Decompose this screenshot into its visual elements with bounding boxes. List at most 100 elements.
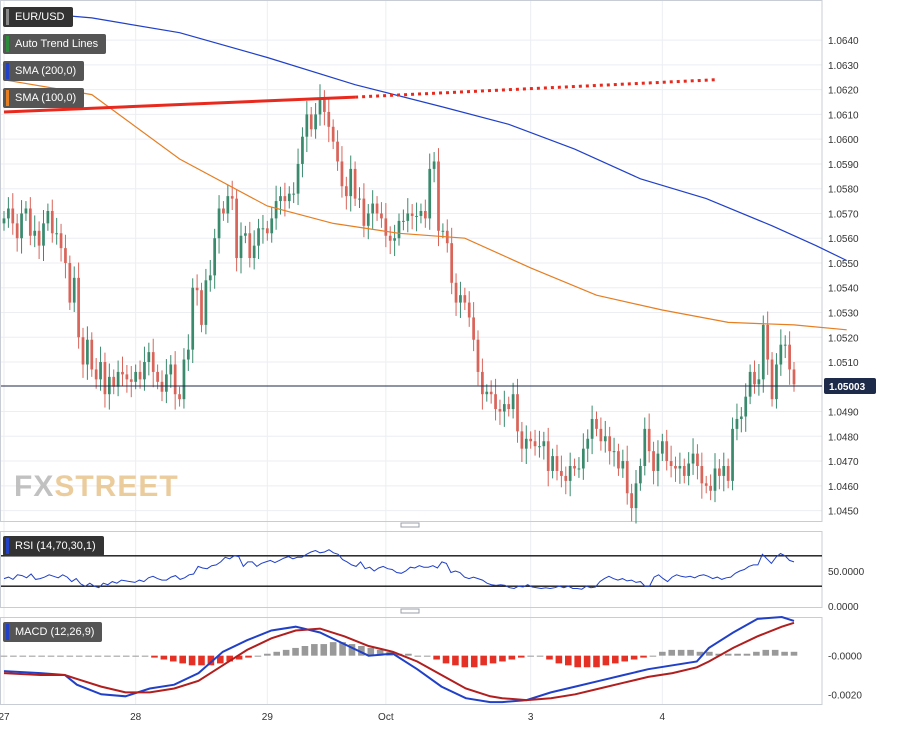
panel-frame-macd bbox=[0, 617, 823, 705]
candle-body bbox=[643, 428, 647, 467]
macd-histogram-bar bbox=[546, 655, 553, 660]
candle-body bbox=[665, 441, 669, 462]
macd-histogram-bar bbox=[245, 655, 252, 658]
legend-trend-label: Auto Trend Lines bbox=[15, 38, 99, 50]
candle-body bbox=[222, 208, 225, 214]
macd-histogram-bar bbox=[47, 655, 55, 657]
legend-symbol-swatch bbox=[6, 9, 9, 25]
candle-body bbox=[555, 456, 559, 471]
candle-body bbox=[463, 295, 467, 303]
candle-body bbox=[261, 228, 265, 230]
macd-histogram-bar bbox=[461, 655, 469, 668]
candle-body bbox=[713, 468, 717, 491]
candle-body bbox=[94, 369, 98, 380]
candle-body bbox=[542, 441, 546, 447]
macd-histogram-bar bbox=[198, 655, 205, 666]
macd-histogram-bar bbox=[329, 642, 337, 656]
candle-body bbox=[779, 344, 783, 365]
candle-body bbox=[375, 203, 379, 214]
candle-body bbox=[709, 485, 712, 491]
macd-histogram-bar bbox=[85, 655, 92, 657]
candle-body bbox=[524, 438, 528, 449]
legend-macd-swatch bbox=[6, 624, 9, 640]
candle-body bbox=[630, 493, 633, 509]
candle-body bbox=[735, 418, 739, 429]
candle-body bbox=[178, 394, 181, 400]
candle-body bbox=[270, 218, 274, 234]
candle-body bbox=[274, 201, 278, 219]
macd-histogram-bar bbox=[217, 655, 224, 664]
trend-line-solid bbox=[3, 95, 356, 114]
legend-sma-100[interactable]: SMA (100,0) bbox=[3, 88, 85, 108]
macd-histogram-bar bbox=[593, 655, 600, 668]
candle-body bbox=[533, 441, 537, 447]
main-y-tick-label: 1.0640 bbox=[828, 36, 859, 47]
legend-sma-200[interactable]: SMA (200,0) bbox=[3, 61, 85, 81]
legend-sma200-swatch bbox=[6, 63, 9, 79]
watermark-fx: FX bbox=[14, 470, 55, 503]
main-y-tick-label: 1.0560 bbox=[828, 234, 859, 245]
candle-body bbox=[647, 428, 651, 452]
candle-body bbox=[248, 233, 252, 259]
candle-body bbox=[55, 233, 59, 235]
candle-body bbox=[68, 262, 72, 303]
legend-macd[interactable]: MACD (12,26,9) bbox=[3, 622, 103, 642]
candle-body bbox=[24, 208, 28, 214]
x-tick-label: Oct bbox=[378, 712, 394, 723]
candle-body bbox=[459, 295, 462, 303]
legend-rsi[interactable]: RSI (14,70,30,1) bbox=[3, 536, 104, 556]
legend-auto-trend-lines[interactable]: Auto Trend Lines bbox=[3, 34, 107, 54]
macd-histogram-bar bbox=[781, 651, 788, 656]
candle-body bbox=[309, 114, 313, 130]
candle-body bbox=[340, 161, 344, 187]
macd-histogram-bar bbox=[677, 649, 685, 656]
candle-body bbox=[516, 394, 519, 432]
candle-body bbox=[410, 213, 414, 216]
panel-frame-main bbox=[0, 0, 823, 522]
candle-body bbox=[726, 466, 730, 481]
macd-histogram-bar bbox=[508, 655, 516, 660]
main-y-tick-label: 1.0520 bbox=[828, 333, 859, 344]
candle-body bbox=[625, 461, 629, 494]
candle-body bbox=[186, 349, 190, 360]
candle-body bbox=[33, 230, 37, 236]
candle-body bbox=[718, 468, 721, 476]
macd-histogram-bar bbox=[555, 655, 563, 664]
macd-histogram-bar bbox=[207, 655, 215, 666]
candle-body bbox=[393, 238, 396, 241]
macd-histogram-bar bbox=[433, 655, 440, 660]
candle-body bbox=[366, 213, 370, 226]
candle-body bbox=[731, 428, 734, 481]
candle-body bbox=[682, 466, 686, 476]
candle-body bbox=[138, 371, 142, 380]
legend-symbol[interactable]: EUR/USD bbox=[3, 7, 73, 27]
candle-body bbox=[244, 233, 247, 236]
candle-body bbox=[454, 282, 458, 303]
candle-body bbox=[283, 196, 287, 202]
candle-body bbox=[415, 215, 418, 217]
candle-body bbox=[406, 213, 410, 221]
rsi-y-tick-label: 50.0000 bbox=[828, 567, 865, 578]
candle-body bbox=[7, 208, 10, 219]
macd-histogram-bar bbox=[292, 647, 299, 656]
candle-body bbox=[748, 371, 752, 397]
macd-histogram-bar bbox=[715, 653, 723, 656]
candle-body bbox=[498, 409, 502, 412]
candle-body bbox=[318, 99, 322, 115]
main-y-tick-label: 1.0550 bbox=[828, 259, 859, 270]
candle-body bbox=[687, 463, 691, 476]
candle-body bbox=[2, 218, 6, 224]
candle-body bbox=[568, 466, 572, 481]
macd-histogram-bar bbox=[489, 655, 497, 664]
candle-body bbox=[265, 228, 269, 234]
main-y-tick-label: 1.0540 bbox=[828, 284, 859, 295]
candle-body bbox=[301, 136, 304, 164]
x-tick-label: 3 bbox=[528, 712, 534, 723]
candle-body bbox=[691, 453, 695, 464]
candle-body bbox=[696, 453, 699, 467]
candle-body bbox=[252, 245, 256, 259]
candle-body bbox=[753, 371, 756, 385]
candle-body bbox=[775, 364, 778, 400]
candle-body bbox=[204, 280, 208, 325]
candle-body bbox=[156, 371, 159, 382]
